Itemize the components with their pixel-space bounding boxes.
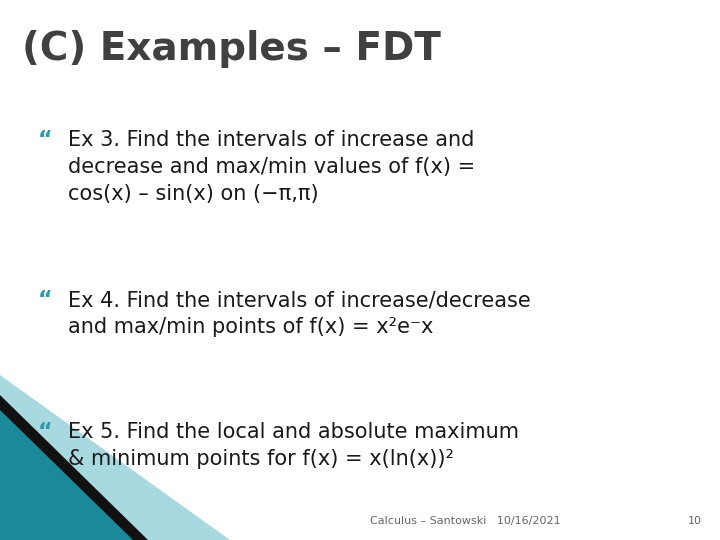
Text: Ex 3. Find the intervals of increase and
decrease and max/min values of f(x) =
c: Ex 3. Find the intervals of increase and… <box>68 130 475 205</box>
Text: (C) Examples – FDT: (C) Examples – FDT <box>22 30 441 68</box>
Text: 10: 10 <box>688 516 702 526</box>
Text: “: “ <box>38 422 53 442</box>
Polygon shape <box>0 410 133 540</box>
Text: Calculus – Santowski   10/16/2021: Calculus – Santowski 10/16/2021 <box>370 516 561 526</box>
Text: Ex 4. Find the intervals of increase/decrease
and max/min points of f(x) = x²e⁻x: Ex 4. Find the intervals of increase/dec… <box>68 290 531 337</box>
Text: Ex 5. Find the local and absolute maximum
& minimum points for f(x) = x(ln(x))²: Ex 5. Find the local and absolute maximu… <box>68 422 519 469</box>
Polygon shape <box>0 395 148 540</box>
Text: “: “ <box>38 130 53 150</box>
Text: “: “ <box>38 290 53 310</box>
Polygon shape <box>0 375 230 540</box>
